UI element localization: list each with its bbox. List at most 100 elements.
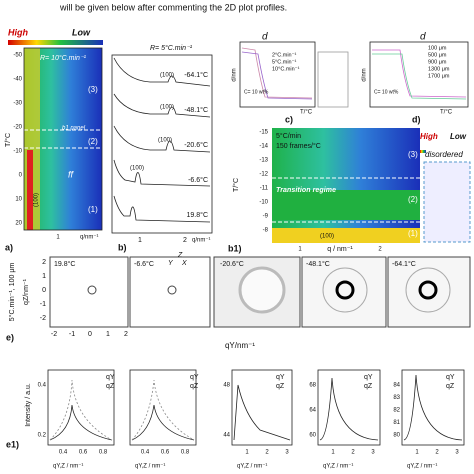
- label: b1 panel: [62, 126, 86, 132]
- x-tick-label: 1: [56, 235, 60, 241]
- y-tick-label: 81: [393, 420, 400, 426]
- label: 500 μm: [428, 52, 447, 58]
- label: e1): [6, 439, 19, 449]
- label: (100): [158, 138, 172, 144]
- label: -64.1°C: [184, 71, 208, 79]
- y-tick-label: 83: [393, 395, 400, 401]
- x-tick-label: 1: [245, 450, 249, 456]
- heatmap: [272, 128, 420, 243]
- y-tick-label: -50: [13, 53, 22, 59]
- axis-title: qY,Z / nm⁻¹: [323, 464, 353, 470]
- label: 19.8°C: [187, 211, 208, 219]
- label: will be given below after commenting the…: [59, 2, 287, 12]
- y-tick-label: -20: [13, 125, 22, 131]
- label: Low: [72, 27, 91, 37]
- y-tick-label: -12: [259, 172, 268, 178]
- legend-label: qY: [106, 374, 115, 381]
- label: (100): [160, 105, 174, 111]
- legend-label: qZ: [190, 383, 199, 390]
- y-tick-label: 84: [393, 383, 400, 389]
- label: (1): [88, 205, 98, 214]
- y-tick-label: -1: [40, 301, 46, 308]
- x-tick-label: 2: [435, 450, 439, 456]
- axis-title: q/nm⁻¹: [80, 235, 99, 241]
- label: 150 frames/°C: [276, 142, 321, 150]
- x-tick-label: 0.4: [59, 450, 68, 456]
- x-tick-label: 2: [351, 450, 355, 456]
- axis-title: T/°C: [440, 110, 453, 116]
- label: -48.1°C: [184, 106, 208, 114]
- y-tick-label: 68: [309, 383, 316, 389]
- label: d: [420, 32, 426, 43]
- axis-title: qY/nm⁻¹: [225, 341, 255, 350]
- label: d): [412, 114, 421, 124]
- label: 900 μm: [428, 59, 447, 65]
- label: a): [5, 242, 13, 252]
- x-tick-label: 0.8: [181, 450, 190, 456]
- x-tick-label: 0.6: [161, 450, 170, 456]
- label: -20.6°C: [184, 141, 208, 149]
- label: 19.8°C: [54, 260, 75, 268]
- x-tick-label: -2: [51, 331, 57, 338]
- label: (2): [408, 195, 418, 204]
- x-tick-label: 2: [265, 450, 269, 456]
- label: (3): [408, 150, 418, 159]
- label: -20.6°C: [220, 260, 244, 268]
- label: 1300 μm: [428, 66, 450, 72]
- label: Z: [177, 252, 183, 259]
- label: disordered: [425, 150, 463, 159]
- y-tick-label: 60: [309, 433, 316, 439]
- saxs-profiles: [111, 54, 213, 234]
- x-tick-label: 1: [331, 450, 335, 456]
- x-tick-label: 3: [285, 450, 289, 456]
- axis-title: qZ/nm⁻¹: [23, 278, 30, 305]
- label: 100 μm: [428, 45, 447, 51]
- label: (2): [88, 137, 98, 146]
- y-tick-label: -14: [259, 144, 268, 150]
- label: (100): [130, 166, 144, 172]
- label: X: [181, 260, 187, 267]
- y-tick-label: -10: [259, 200, 268, 206]
- y-tick-label: -15: [259, 130, 268, 136]
- label: -6.6°C: [188, 176, 208, 184]
- y-tick-label: 10: [15, 197, 22, 203]
- y-tick-label: -9: [263, 214, 269, 220]
- label: 2°C.min⁻¹: [272, 52, 297, 58]
- axis-title: qY,Z / nm⁻¹: [237, 464, 267, 470]
- label: (3): [88, 85, 98, 94]
- x-tick-label: -1: [69, 331, 75, 338]
- y-tick-label: -11: [260, 186, 269, 192]
- axis-title: Intensity / a.u.: [25, 383, 32, 427]
- label: (100): [160, 73, 174, 79]
- label: 5°C.min⁻¹, 100 μm: [8, 263, 16, 322]
- y-tick-label: 0.4: [38, 383, 47, 389]
- y-tick-label: 64: [309, 408, 316, 414]
- label: -6.6°C: [134, 260, 154, 268]
- x-tick-label: 1: [415, 450, 419, 456]
- label: 1700 μm: [428, 73, 450, 79]
- axis-title: qY,Z / nm⁻¹: [407, 464, 437, 470]
- y-tick-label: 44: [223, 433, 230, 439]
- axis-title: q/nm⁻¹: [192, 238, 211, 244]
- heatmap-band: [27, 150, 33, 230]
- legend-label: qZ: [446, 383, 455, 390]
- intensity-profiles: [47, 369, 465, 446]
- label: Y: [168, 260, 174, 267]
- axis-title: d/nm: [232, 68, 238, 81]
- label: -48.1°C: [306, 260, 330, 268]
- x-tick-label: 1: [138, 237, 142, 244]
- spacing-plots: [239, 41, 469, 108]
- label: 5°C.min⁻¹: [272, 59, 297, 65]
- color-scale: [420, 150, 426, 153]
- x-tick-label: 0.8: [99, 450, 108, 456]
- label: Transition regime: [276, 187, 336, 194]
- label: C= 10 wt%: [244, 89, 269, 95]
- legend-label: qY: [190, 374, 199, 381]
- label: (100): [320, 234, 334, 240]
- label: -64.1°C: [392, 260, 416, 268]
- x-tick-label: 0.6: [79, 450, 88, 456]
- x-tick-label: 3: [455, 450, 459, 456]
- label: b): [118, 242, 127, 252]
- axis-title: T/°C: [232, 178, 240, 192]
